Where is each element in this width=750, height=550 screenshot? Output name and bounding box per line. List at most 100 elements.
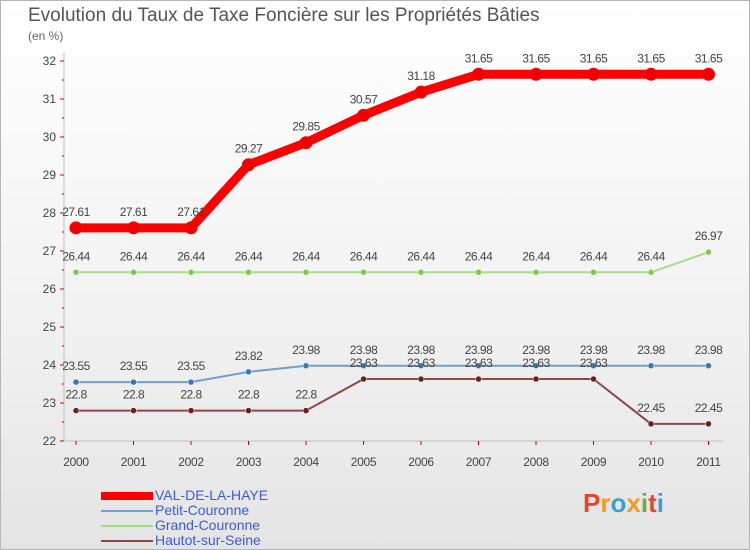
data-label: 26.44 (637, 249, 665, 263)
y-tick-label: 24 (43, 358, 57, 372)
data-label: 31.65 (695, 51, 723, 65)
data-point (360, 375, 367, 383)
x-tick-label: 2008 (523, 455, 549, 469)
data-point (532, 362, 540, 370)
x-tick-label: 2006 (408, 455, 434, 469)
data-label: 26.44 (177, 249, 205, 263)
data-point (187, 407, 195, 414)
data-point (187, 378, 195, 386)
data-point (360, 269, 367, 276)
data-point (644, 67, 658, 81)
data-label: 26.44 (120, 249, 148, 263)
data-point (130, 407, 137, 414)
data-label: 22.8 (123, 388, 145, 402)
data-label: 29.85 (292, 120, 320, 134)
data-label: 23.98 (637, 343, 665, 357)
legend-item-hautot-sur-seine[interactable]: Hautot-sur-Seine (101, 532, 401, 548)
legend-swatch (101, 492, 153, 500)
legend-item-grand-couronne[interactable]: Grand-Couronne (101, 517, 401, 533)
data-label: 23.98 (465, 343, 493, 357)
x-tick-label: 2009 (581, 455, 607, 469)
data-label: 23.63 (350, 356, 378, 370)
data-label: 22.45 (695, 401, 723, 415)
logo-letter: P (583, 488, 601, 518)
data-point (532, 269, 540, 276)
x-tick-label: 2005 (351, 455, 377, 469)
y-tick-label: 31 (43, 92, 57, 106)
data-point (357, 108, 370, 122)
data-label: 23.63 (580, 356, 608, 370)
x-tick-label: 2004 (293, 455, 319, 469)
legend-item-petit-couronne[interactable]: Petit-Couronne (101, 502, 401, 518)
data-label: 23.98 (580, 343, 608, 357)
data-point (475, 362, 482, 370)
data-label: 30.57 (350, 92, 378, 106)
legend-label: Petit-Couronne (155, 502, 250, 518)
data-point (417, 362, 425, 370)
y-tick-label: 29 (43, 168, 57, 182)
data-label: 23.98 (522, 343, 550, 357)
data-point (72, 269, 80, 276)
y-tick-label: 26 (43, 282, 57, 296)
data-point (532, 375, 540, 383)
data-label: 31.65 (522, 51, 550, 65)
data-point (529, 67, 543, 81)
legend-label: Hautot-sur-Seine (155, 532, 261, 548)
y-tick-label: 23 (43, 396, 57, 410)
data-label: 26.44 (522, 249, 550, 263)
data-label: 22.45 (637, 401, 665, 415)
data-point (302, 407, 310, 414)
series-line-val-de-la-haye (71, 69, 713, 233)
y-tick-label: 30 (43, 130, 57, 144)
data-point (245, 407, 252, 414)
data-label: 31.65 (465, 51, 493, 65)
data-label: 23.63 (407, 356, 435, 370)
data-label: 26.44 (350, 249, 378, 263)
data-label: 23.63 (522, 356, 550, 370)
data-point (302, 269, 310, 276)
data-point (590, 375, 597, 383)
data-point (475, 269, 482, 276)
y-tick-label: 28 (43, 206, 57, 220)
data-label: 26.44 (465, 249, 493, 263)
series-line-petit-couronne (75, 364, 710, 384)
x-tick-label: 2007 (466, 455, 492, 469)
data-point (72, 378, 80, 386)
data-point (130, 378, 137, 386)
logo-letter: i (640, 488, 649, 518)
data-label: 23.98 (350, 343, 378, 357)
legend-swatch (101, 525, 153, 527)
data-point (127, 221, 140, 235)
legend-item-val-de-la-haye[interactable]: VAL-DE-LA-HAYE (101, 487, 401, 503)
x-tick-label: 2010 (638, 455, 664, 469)
logo-letter: o (610, 488, 627, 518)
chart-title: Evolution du Taux de Taxe Foncière sur l… (28, 5, 540, 26)
data-point (245, 368, 252, 376)
y-tick-label: 27 (43, 244, 57, 258)
legend-label: VAL-DE-LA-HAYE (155, 487, 269, 503)
x-tick-label: 2011 (696, 455, 721, 469)
x-tick-label: 2001 (121, 455, 147, 469)
data-point (590, 269, 597, 276)
data-point (245, 269, 252, 276)
x-tick-label: 2002 (178, 455, 204, 469)
data-point (184, 221, 198, 235)
data-label: 23.82 (235, 349, 263, 363)
data-point (417, 269, 425, 276)
data-label: 26.44 (235, 249, 263, 263)
legend-label: Grand-Couronne (155, 517, 261, 533)
data-label: 29.27 (235, 142, 263, 156)
data-label: 27.61 (120, 205, 148, 219)
data-point (299, 136, 313, 150)
logo-letter: i (656, 488, 664, 518)
x-tick-label: 2003 (236, 455, 262, 469)
data-point (69, 221, 83, 235)
data-label: 31.65 (637, 51, 665, 65)
data-label: 23.55 (177, 359, 205, 373)
y-tick-label: 25 (43, 320, 57, 334)
logo-letter: t (648, 488, 657, 518)
series-line-grand-couronne (75, 251, 710, 274)
data-point (590, 362, 597, 370)
